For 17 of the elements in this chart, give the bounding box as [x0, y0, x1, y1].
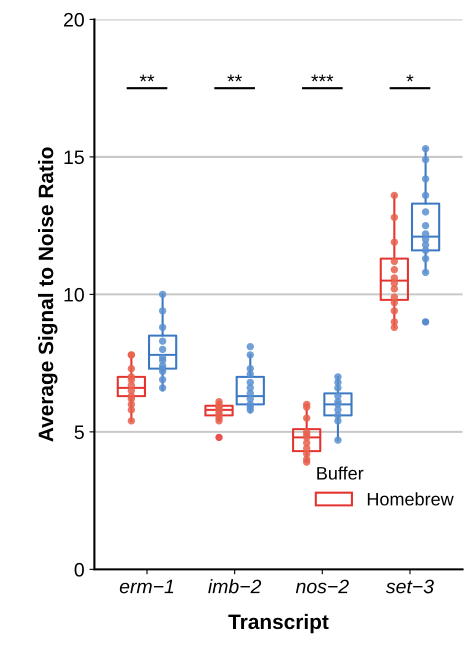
x-tick-label: imb−2 [208, 579, 262, 594]
x-tick-label: erm−1 [120, 580, 174, 594]
annotation: * [406, 74, 414, 82]
annotation: ** [227, 74, 242, 82]
x-tick-label: nos−2 [296, 580, 349, 594]
y-tick-label: 20 [64, 12, 84, 27]
y-axis-title: Average Signal to Noise Ratio [38, 147, 58, 442]
legend-title: Buffer [317, 466, 364, 480]
y-tick-label: 15 [64, 150, 84, 164]
y-tick-label: 0 [74, 562, 84, 577]
annotation: ** [140, 74, 154, 82]
x-tick-label: set−3 [386, 580, 434, 594]
x-axis-title: Transcript [228, 614, 329, 634]
y-tick-label: 5 [74, 426, 84, 440]
y-tick-label: 10 [64, 288, 84, 302]
annotation: *** [311, 74, 334, 82]
legend-label: Homebrew [368, 492, 454, 506]
